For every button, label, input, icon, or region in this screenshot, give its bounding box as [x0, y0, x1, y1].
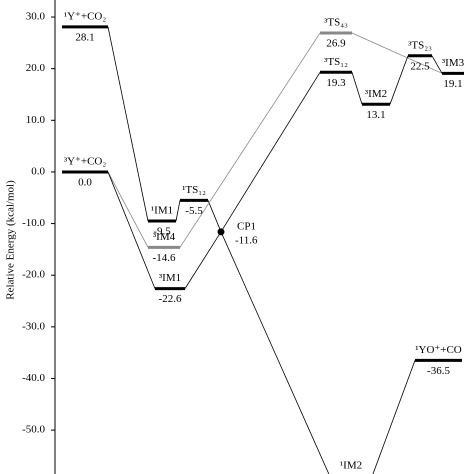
value-label: 13.1 [366, 109, 385, 121]
state-label: ³IM3 [442, 57, 465, 69]
connector [179, 32, 321, 248]
y-tick-label: -20.0 [22, 269, 45, 281]
state-label: ¹IM1 [151, 205, 173, 217]
value-label: -36.5 [427, 365, 450, 377]
connector [431, 55, 443, 74]
connector [184, 231, 222, 289]
connector [107, 171, 156, 289]
value-label: 22.5 [410, 60, 430, 72]
state-label: ³TS₁₂ [324, 56, 348, 68]
y-tick-label: -40.0 [22, 372, 45, 384]
value-label: 28.1 [75, 31, 94, 43]
connector [220, 231, 330, 474]
critical-point [217, 228, 225, 236]
y-tick-label: 20.0 [26, 62, 46, 74]
state-label: ³IM2 [365, 88, 387, 100]
connector [107, 26, 149, 222]
value-label: 26.9 [326, 38, 346, 50]
value-label: -11.6 [235, 234, 258, 246]
connector [220, 72, 321, 233]
y-tick-label: -30.0 [22, 320, 45, 332]
connector [389, 55, 409, 105]
state-label: ³Y⁺+CO₂ [64, 155, 107, 167]
value-label: -14.6 [153, 252, 176, 264]
value-label: -22.6 [159, 293, 182, 305]
value-label: 0.0 [78, 176, 92, 188]
value-label: -5.5 [185, 205, 203, 217]
state-label: ³IM4 [153, 231, 176, 243]
y-axis-label: Relative Energy (kcal/mol) [5, 180, 17, 300]
state-label: ³TS₂₃ [408, 39, 432, 51]
state-label: ³IM1 [159, 272, 181, 284]
connector [372, 360, 416, 474]
connector [351, 32, 443, 74]
state-label: CP1 [237, 220, 256, 232]
state-label: ¹TS₁₂ [182, 184, 206, 196]
y-tick-label: -50.0 [22, 424, 45, 436]
value-label: -9.5 [153, 226, 171, 238]
value-label: 19.3 [326, 77, 346, 89]
connector [351, 72, 363, 105]
state-label: ³TS₄₃ [324, 17, 348, 29]
state-label: ¹YO⁺+CO [415, 344, 462, 356]
y-tick-label: 10.0 [26, 114, 46, 126]
connector [207, 200, 222, 232]
value-label: 19.1 [443, 78, 462, 90]
connector [107, 171, 149, 248]
y-tick-label: 0.0 [31, 165, 45, 177]
y-tick-label: 30.0 [26, 11, 46, 23]
state-label: ¹IM2 [340, 460, 362, 472]
connector [175, 200, 181, 222]
state-label: ¹Y⁺+CO₂ [64, 10, 107, 22]
y-tick-label: -10.0 [22, 217, 45, 229]
